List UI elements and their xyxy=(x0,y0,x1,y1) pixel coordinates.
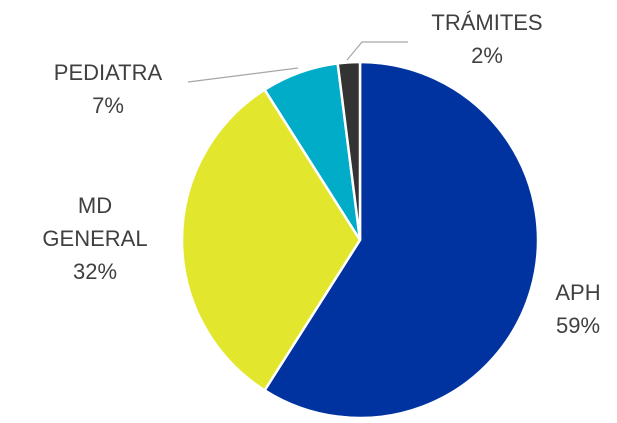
value-label: 59% xyxy=(555,313,601,338)
category-label: PEDIATRA xyxy=(53,60,163,85)
leader-line xyxy=(346,41,408,61)
data-label: PEDIATRA 7% xyxy=(18,56,198,122)
data-label: MD GENERAL 32% xyxy=(30,189,160,288)
pie-slice xyxy=(336,60,362,241)
category-label: MD GENERAL xyxy=(42,193,148,251)
pie-slice xyxy=(180,87,362,393)
value-label: 32% xyxy=(72,259,118,284)
leader-line xyxy=(187,67,299,83)
category-label: APH xyxy=(555,280,601,305)
value-label: 2% xyxy=(471,43,503,68)
data-label: APH 59% xyxy=(528,276,617,342)
data-label: TRÁMITES 2% xyxy=(402,6,572,72)
value-label: 7% xyxy=(92,93,124,118)
pie-slice xyxy=(262,60,540,420)
category-label: TRÁMITES xyxy=(431,10,543,35)
